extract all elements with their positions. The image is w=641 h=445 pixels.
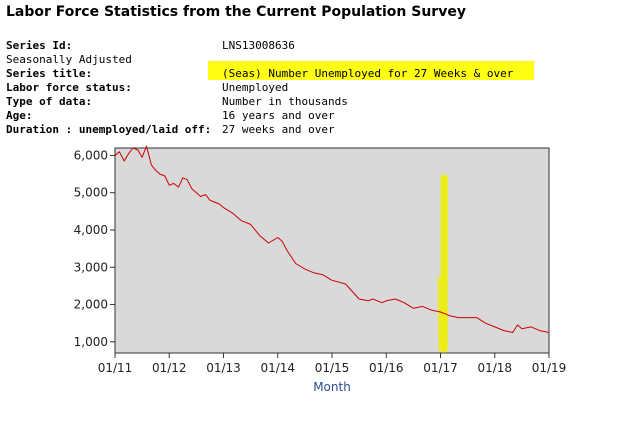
series-id-label: Series Id: <box>6 39 73 52</box>
x-tick-label: 01/19 <box>532 361 567 375</box>
x-tick-label: 01/18 <box>477 361 512 375</box>
y-tick-label: 6,000 <box>74 148 108 162</box>
series-title-highlight <box>208 61 534 80</box>
x-tick-label: 01/13 <box>206 361 241 375</box>
page-title: Labor Force Statistics from the Current … <box>6 4 466 20</box>
plot-area <box>114 147 550 354</box>
x-tick-label: 01/15 <box>315 361 350 375</box>
series-title-label: Series title: <box>6 67 93 80</box>
labor-status-value: Unemployed <box>222 81 289 94</box>
labor-status-label: Labor force status: <box>6 81 132 94</box>
y-tick-label: 3,000 <box>74 260 108 274</box>
annotation-layer <box>437 174 448 353</box>
series-id-value: LNS13008636 <box>222 39 295 52</box>
highlighter-stroke <box>437 276 443 352</box>
series-line <box>114 145 550 333</box>
x-tick-label: 01/14 <box>260 361 295 375</box>
duration-label: Duration : unemployed/laid off: <box>6 123 212 136</box>
seasonal-adjustment-label: Seasonally Adjusted <box>6 53 132 66</box>
age-value: 16 years and over <box>222 109 335 122</box>
age-label: Age: <box>6 109 33 122</box>
x-axis-label: Month <box>313 380 351 394</box>
x-axis: 01/11 01/12 01/13 01/14 01/15 01/16 01/17 01/18… <box>98 353 567 375</box>
x-tick-label: 01/12 <box>152 361 187 375</box>
x-tick-label: 01/17 <box>423 361 458 375</box>
x-tick-label: 01/11 <box>98 361 133 375</box>
series-layer <box>114 145 550 333</box>
y-tick-label: 2,000 <box>74 298 108 312</box>
duration-value: 27 weeks and over <box>222 123 335 136</box>
y-tick-label: 5,000 <box>74 186 108 200</box>
data-type-value: Number in thousands <box>222 95 348 108</box>
y-tick-label: 4,000 <box>74 223 108 237</box>
x-tick-label: 01/16 <box>369 361 404 375</box>
y-tick-label: 1,000 <box>74 335 108 349</box>
data-type-label: Type of data: <box>6 95 93 108</box>
series-title-value: (Seas) Number Unemployed for 27 Weeks & … <box>222 67 514 80</box>
y-axis: 1,000 2,000 3,000 4,000 5,000 6,000 <box>74 148 115 349</box>
